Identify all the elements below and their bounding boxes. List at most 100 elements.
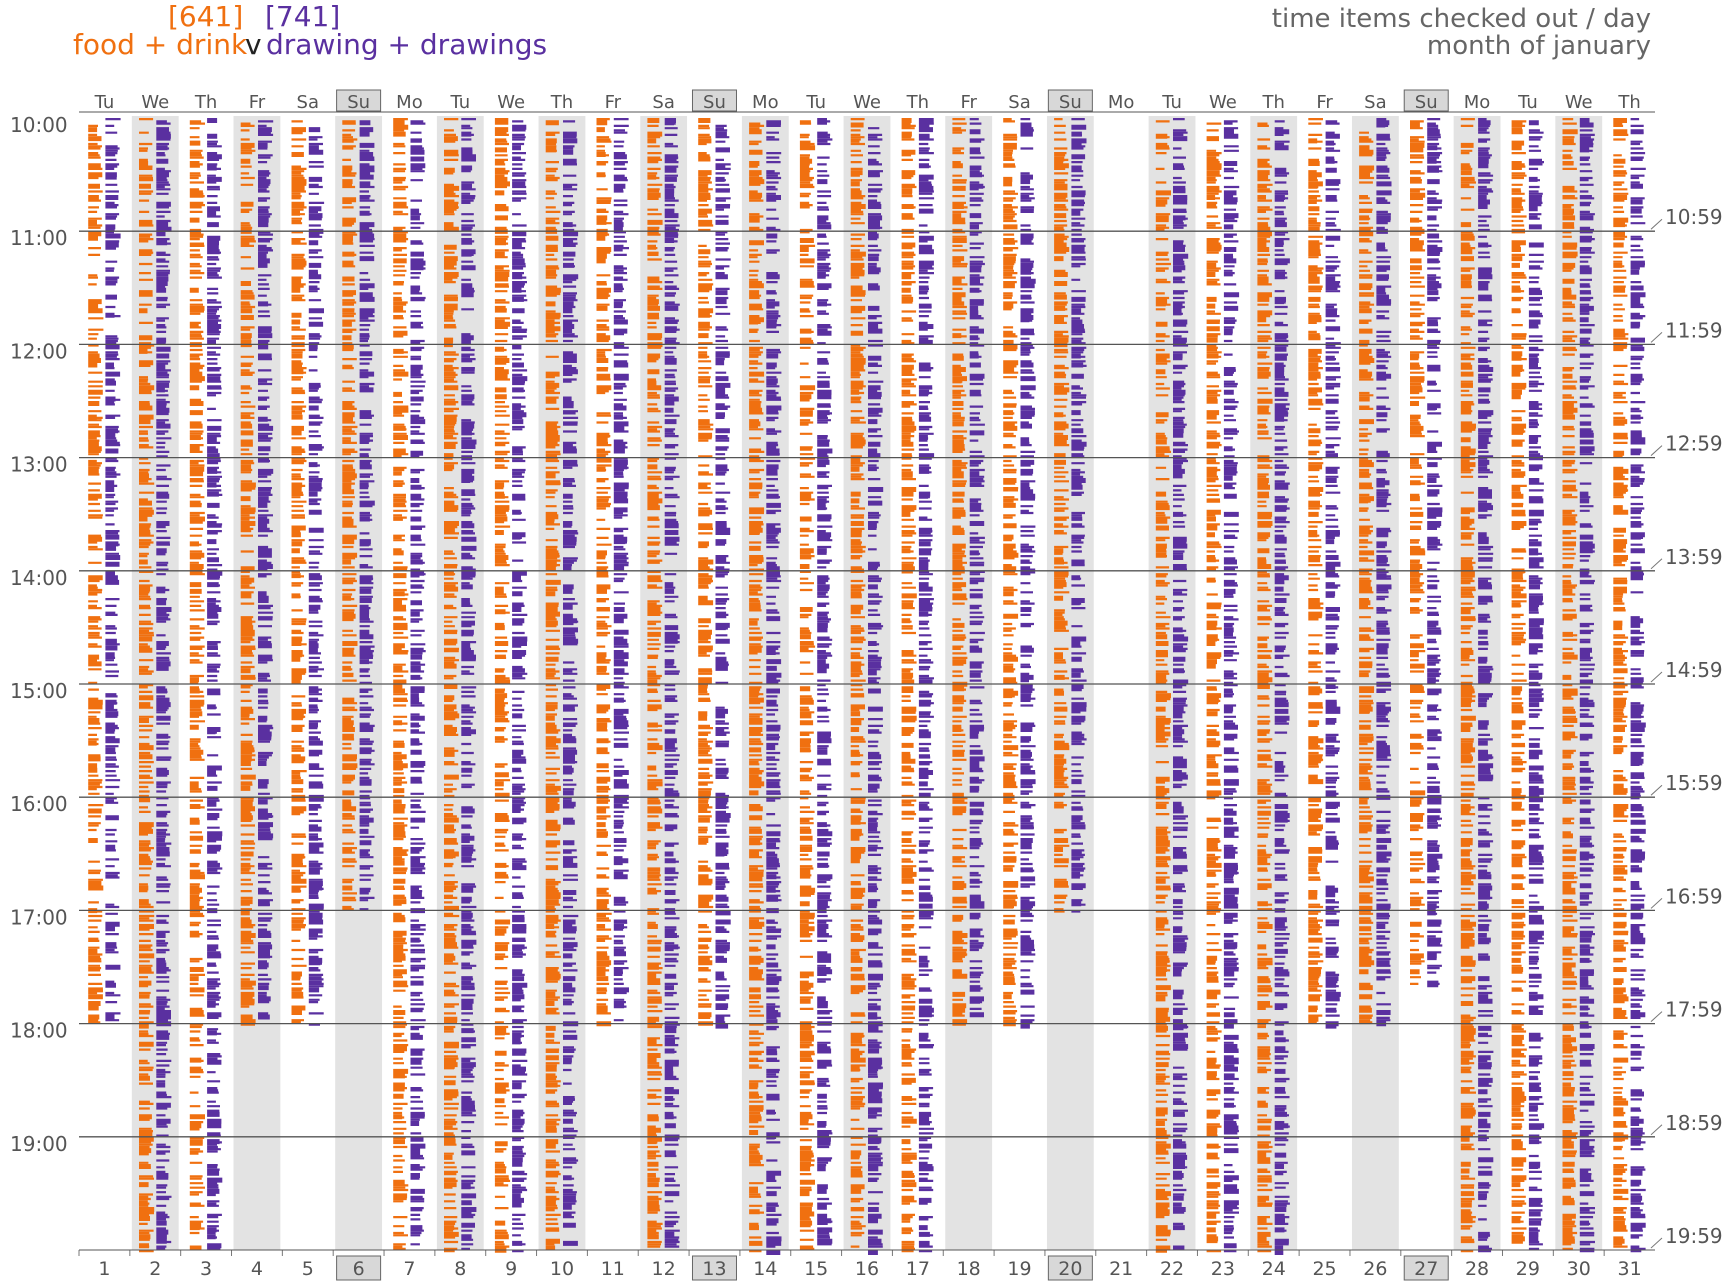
day-number-label: 5 [302, 1258, 314, 1280]
day-shade-14 [741, 116, 789, 1250]
day-number-label: 26 [1363, 1258, 1387, 1280]
day-number-label: 2 [149, 1258, 161, 1280]
right-time-label: 16:59 [1665, 884, 1723, 908]
day-name-box-6 [336, 89, 382, 112]
right-time-tick [1650, 558, 1663, 570]
food-bars-day-31 [1613, 118, 1629, 1248]
right-time-tick [1650, 1011, 1663, 1022]
food-bars-day-11 [596, 118, 612, 1027]
day-name-label: Mo [396, 92, 423, 113]
chart-title: time items checked out / day [1272, 4, 1651, 34]
vs-label: v [245, 28, 262, 61]
day-number-label: 28 [1465, 1258, 1489, 1280]
left-time-label: 14:00 [10, 566, 68, 590]
day-number-label: 21 [1109, 1258, 1133, 1280]
day-shade-10 [538, 116, 586, 1250]
day-name-box-20 [1047, 89, 1093, 112]
drawing-bars-day-5 [308, 127, 325, 1026]
drawing-bars-day-24 [1274, 120, 1290, 1255]
drawing-bars-day-15 [817, 118, 833, 1246]
day-number-label: 27 [1414, 1258, 1438, 1280]
drawing-bars-day-12 [664, 118, 680, 1248]
day-shade-20 [1046, 116, 1094, 1250]
day-name-box-13 [691, 89, 737, 112]
day-name-label: Mo [1108, 92, 1135, 113]
day-name-label: Sa [652, 92, 674, 113]
drawing-bars-day-25 [1325, 120, 1341, 1029]
axis-labels: Tu 1 We 2 Th 3 Fr 4 Sa 5 Su 6 Mo 7 Tu 8 We 9 Th 10 Fr 11 Sa 12 S… [10, 89, 1723, 1281]
day-name-label: Su [1415, 92, 1438, 113]
day-name-label: We [141, 92, 169, 113]
day-number-label: 22 [1160, 1258, 1184, 1280]
food-bars-day-14 [749, 122, 765, 1253]
food-bars-day-1 [88, 124, 104, 1024]
right-time-tick [1650, 784, 1663, 796]
left-time-label: 19:00 [10, 1132, 68, 1156]
day-number-label: 23 [1211, 1258, 1235, 1280]
food-bars-day-20 [1054, 118, 1070, 913]
food-bars-day-12 [647, 118, 663, 1248]
left-time-label: 10:00 [10, 113, 68, 137]
food-bars-day-10 [545, 120, 561, 1251]
food-bars-day-9 [494, 118, 511, 1253]
day-num-box-27 [1403, 1255, 1449, 1281]
day-shade-28 [1453, 116, 1501, 1250]
drawing-bars-day-4 [258, 120, 274, 1020]
food-bars-day-15 [799, 120, 816, 1250]
drawing-bars-day-1 [105, 118, 121, 1022]
day-number-label: 17 [906, 1258, 930, 1280]
food-bars-day-19 [1003, 118, 1019, 1027]
day-name-label: Mo [752, 92, 779, 113]
day-name-label: Sa [1364, 92, 1386, 113]
left-time-label: 13:00 [10, 453, 68, 477]
drawing-bars-day-6 [359, 120, 375, 911]
day-shade-26 [1351, 116, 1399, 1250]
food-bars-day-22 [1155, 120, 1171, 1253]
day-name-label: We [1209, 92, 1237, 113]
day-number-label: 30 [1567, 1258, 1591, 1280]
day-number-label: 7 [403, 1258, 415, 1280]
food-bars-day-17 [901, 118, 917, 1253]
day-number-label: 18 [957, 1258, 981, 1280]
drawing-label: drawing + drawings [266, 28, 547, 61]
drawing-bars-day-11 [613, 118, 629, 1022]
right-time-label: 11:59 [1665, 318, 1723, 342]
right-time-label: 18:59 [1665, 1111, 1723, 1135]
day-name-label: Fr [1316, 92, 1333, 113]
day-number-label: 10 [550, 1258, 574, 1280]
right-time-label: 10:59 [1665, 205, 1723, 229]
food-bars-day-26 [1359, 131, 1375, 1025]
drawing-bars-day-27 [1427, 118, 1443, 988]
day-num-box-6 [336, 1255, 382, 1281]
day-number-label: 31 [1617, 1258, 1641, 1280]
day-number-label: 15 [804, 1258, 828, 1280]
day-number-label: 25 [1312, 1258, 1336, 1280]
day-name-label: Fr [960, 92, 977, 113]
left-time-label: 11:00 [10, 226, 68, 250]
day-name-label: Tu [94, 92, 115, 113]
drawing-bars-day-16 [868, 127, 884, 1256]
food-bars-day-25 [1308, 118, 1324, 1024]
drawing-bars-day-7 [410, 120, 426, 1246]
chart-subtitle: month of january [1427, 31, 1651, 61]
day-number-label: 12 [652, 1258, 676, 1280]
left-time-label: 16:00 [10, 792, 68, 816]
day-number-label: 20 [1058, 1258, 1082, 1280]
food-bars-day-29 [1511, 120, 1527, 1244]
right-time-label: 12:59 [1665, 432, 1723, 456]
drawing-count: [741] [265, 0, 340, 33]
drawing-bars-day-26 [1376, 118, 1392, 1027]
day-name-label: Su [703, 92, 726, 113]
right-time-tick [1650, 1124, 1663, 1136]
day-number-label: 6 [353, 1258, 365, 1280]
left-time-label: 17:00 [10, 905, 68, 929]
food-bars-day-30 [1562, 118, 1578, 1250]
day-name-label: Th [550, 92, 573, 113]
left-time-label: 15:00 [10, 679, 68, 703]
food-bars-day-23 [1206, 122, 1222, 1253]
drawing-bars-day-17 [918, 118, 935, 1253]
day-name-label: Su [1059, 92, 1082, 113]
day-number-label: 11 [601, 1258, 625, 1280]
right-time-label: 19:59 [1665, 1224, 1723, 1248]
